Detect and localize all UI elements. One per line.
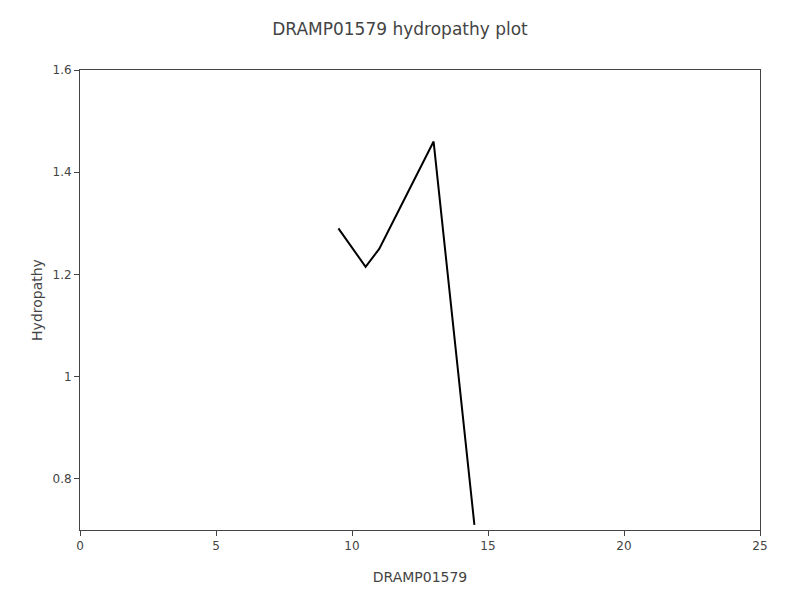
svg-text:5: 5 [212,539,220,553]
svg-text:15: 15 [480,539,495,553]
svg-text:20: 20 [616,539,631,553]
svg-text:1.2: 1.2 [53,268,72,282]
svg-text:25: 25 [752,539,767,553]
svg-text:0: 0 [76,539,84,553]
svg-text:DRAMP01579 hydropathy plot: DRAMP01579 hydropathy plot [272,19,528,39]
svg-text:Hydropathy: Hydropathy [29,259,45,341]
svg-text:1.4: 1.4 [53,165,72,179]
svg-text:0.8: 0.8 [53,472,72,486]
svg-text:1: 1 [64,370,72,384]
svg-text:10: 10 [344,539,359,553]
svg-text:DRAMP01579: DRAMP01579 [373,569,468,585]
svg-text:1.6: 1.6 [53,63,72,77]
